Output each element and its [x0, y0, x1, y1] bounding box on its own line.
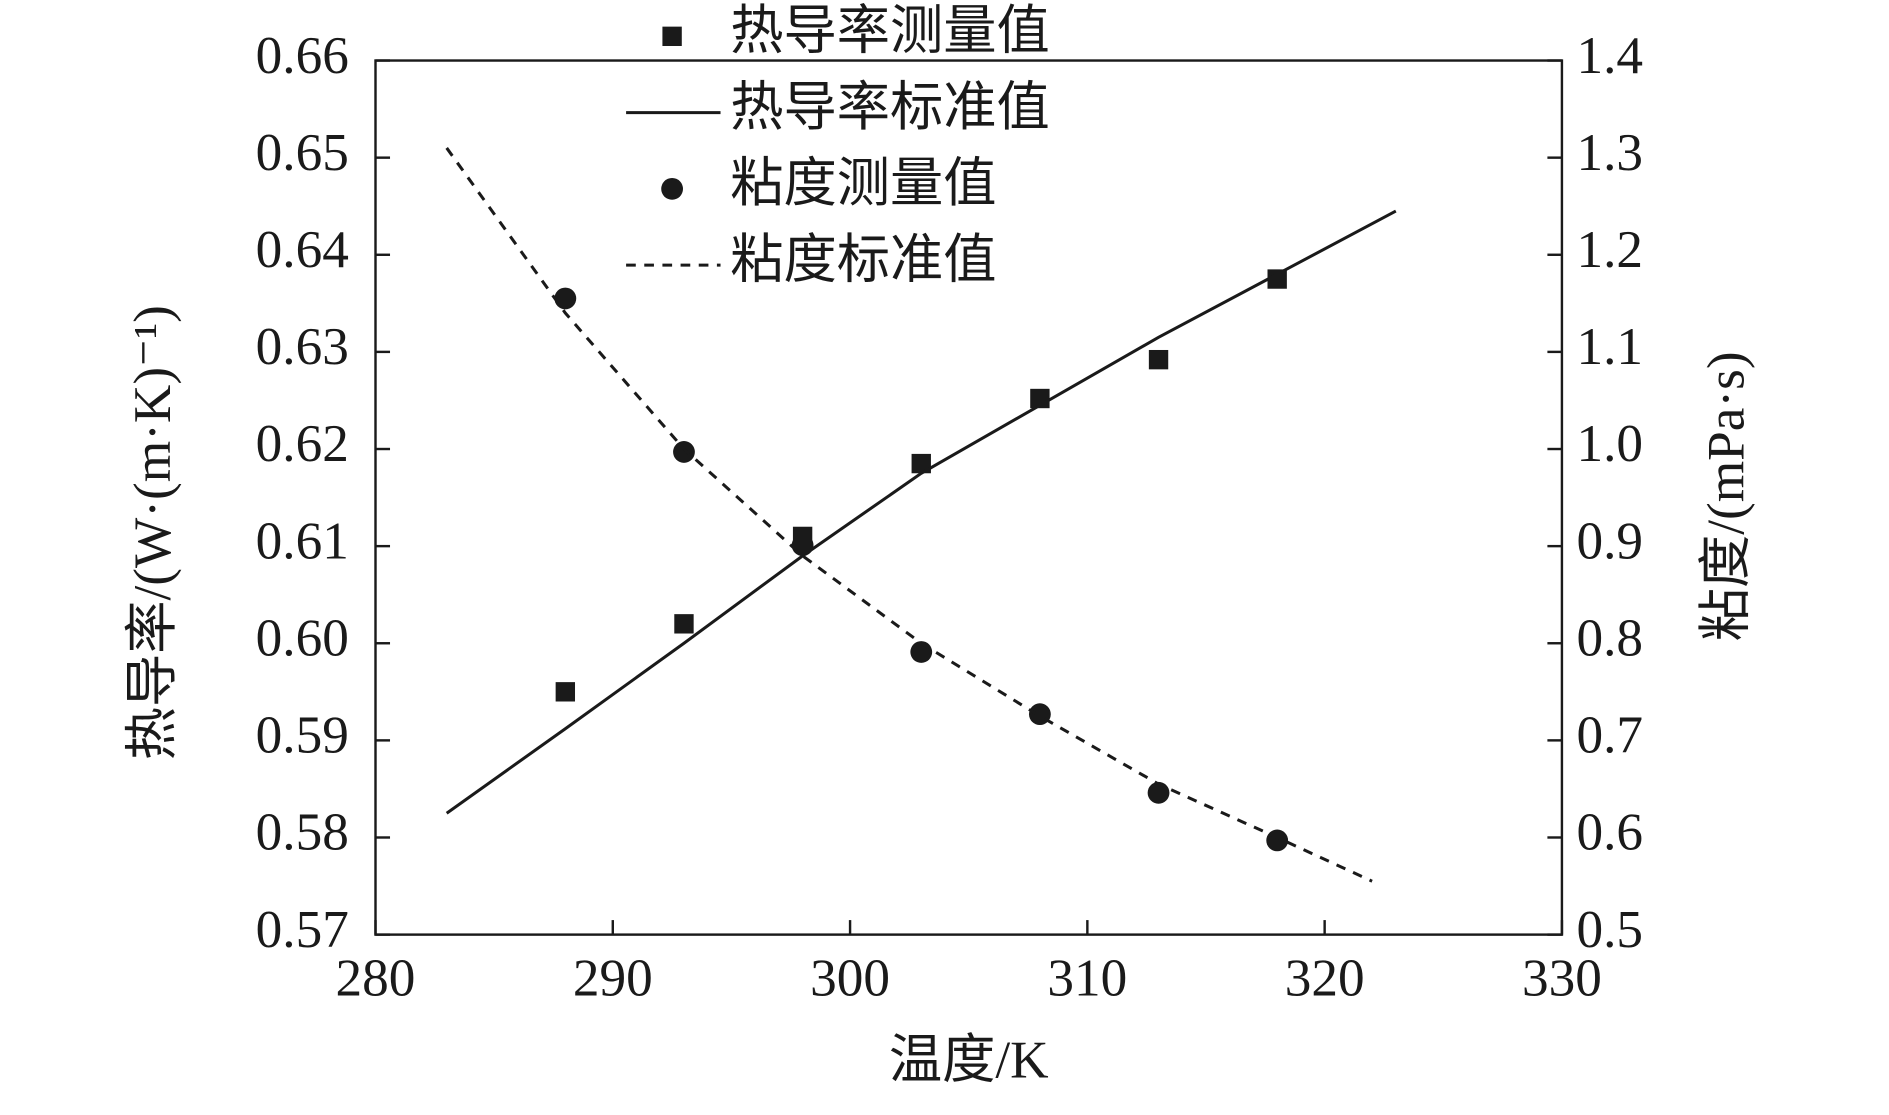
legend-label: 粘度测量值	[730, 154, 996, 213]
square-marker	[911, 453, 931, 474]
y-tick-label: 0.58	[256, 803, 349, 862]
y2-tick-label: 0.7	[1576, 706, 1643, 765]
y-tick-label: 0.64	[256, 220, 349, 279]
circle-marker	[1147, 781, 1170, 804]
y2-tick-label: 1.4	[1576, 26, 1643, 85]
y2-axis-label: 粘度/(mPa·s)	[1697, 351, 1756, 641]
y2-tick-label: 0.8	[1576, 608, 1643, 667]
square-marker	[1267, 269, 1287, 289]
circle-marker	[673, 441, 695, 463]
x-tick-label: 280	[336, 948, 416, 1007]
y-tick-label: 0.57	[256, 900, 349, 959]
y2-tick-label: 0.5	[1576, 900, 1643, 959]
y2-tick-label: 1.1	[1576, 317, 1643, 376]
y2-tick-label: 1.2	[1576, 220, 1643, 279]
legend-marker	[661, 177, 684, 200]
y-tick-label: 0.61	[256, 511, 349, 570]
x-tick-label: 320	[1285, 948, 1365, 1007]
y2-tick-label: 1.3	[1576, 123, 1643, 182]
series-line	[445, 209, 1397, 815]
square-marker	[1148, 349, 1169, 370]
legend-label: 粘度标准值	[730, 230, 996, 289]
circle-marker	[554, 287, 577, 310]
y2-tick-label: 0.6	[1576, 803, 1643, 862]
x-axis-label: 温度/K	[889, 1031, 1049, 1090]
plot-frame	[374, 59, 1564, 936]
y-tick-label: 0.63	[256, 317, 349, 376]
y2-tick-label: 1.0	[1576, 414, 1643, 473]
legend-marker	[662, 26, 682, 47]
x-tick-label: 290	[573, 948, 653, 1007]
circle-marker	[791, 534, 814, 557]
legend-label: 热导率测量值	[730, 2, 1050, 61]
legend-label: 热导率标准值	[730, 78, 1050, 137]
y-tick-label: 0.66	[256, 26, 349, 85]
y-tick-label: 0.65	[256, 123, 349, 182]
square-marker	[555, 682, 576, 702]
y-tick-label: 0.62	[256, 414, 349, 473]
series-line	[445, 147, 1373, 883]
x-tick-label: 300	[810, 948, 890, 1007]
y2-tick-label: 0.9	[1576, 511, 1643, 570]
x-tick-label: 330	[1522, 948, 1602, 1007]
x-tick-label: 310	[1047, 948, 1127, 1007]
y-tick-label: 0.59	[256, 706, 349, 765]
y-tick-label: 0.60	[256, 608, 349, 667]
square-marker	[674, 614, 694, 634]
circle-marker	[1266, 829, 1289, 852]
y-axis-label: 热导率/(W·(m·K)⁻¹)	[123, 305, 182, 760]
